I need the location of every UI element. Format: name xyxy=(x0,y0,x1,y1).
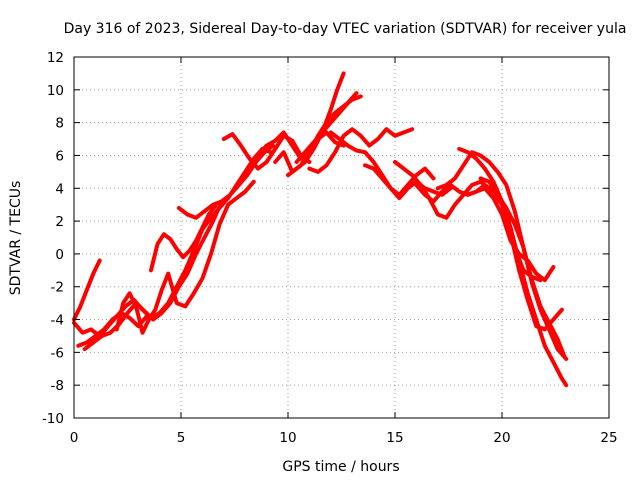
series-line-sat-t xyxy=(465,183,564,332)
y-tick-label: -10 xyxy=(42,411,64,427)
axis-ticks: 0 5 10 15 20 25 -10 -8 -6 -4 -2 0 2 4 6 8 10 12 xyxy=(42,50,618,446)
x-tick-label: 15 xyxy=(386,430,403,446)
series-line-sat-f xyxy=(149,204,218,273)
x-axis-label: GPS time / hours xyxy=(282,459,399,475)
series-line-sat-n xyxy=(328,130,436,197)
series-line-sat-r xyxy=(435,150,569,361)
y-tick-label: 0 xyxy=(55,247,64,263)
series-line-sat-h xyxy=(221,132,312,171)
y-tick-label: -8 xyxy=(51,378,64,394)
series-line-sat-o xyxy=(363,163,453,201)
y-tick-label: 12 xyxy=(47,50,64,66)
series-line-sat-c xyxy=(76,311,149,348)
x-tick-label: 0 xyxy=(70,430,79,446)
series-line-sat-m xyxy=(307,127,415,174)
y-tick-label: 4 xyxy=(55,181,64,197)
y-tick-label: -6 xyxy=(51,345,64,361)
plot-frame xyxy=(73,56,610,419)
y-axis-label: SDTVAR / TECUs xyxy=(8,181,24,296)
y-tick-label: 2 xyxy=(55,214,64,230)
y-tick-label: 10 xyxy=(47,83,64,99)
y-tick-label: 8 xyxy=(55,116,64,132)
series-line-sat-e xyxy=(114,179,256,335)
y-tick-label: -2 xyxy=(51,280,64,296)
data-series xyxy=(72,71,569,388)
chart-title: Day 316 of 2023, Sidereal Day-to-day VTE… xyxy=(64,21,627,37)
series-line-sat-u xyxy=(478,176,567,358)
series-line-sat-l xyxy=(294,91,359,164)
series-line-sat-b xyxy=(72,258,102,322)
series-line-sat-d xyxy=(82,199,224,352)
series-line-sat-k xyxy=(286,71,346,178)
x-tick-label: 5 xyxy=(177,430,186,446)
x-tick-label: 20 xyxy=(493,430,510,446)
y-tick-label: -4 xyxy=(51,313,64,329)
series-line-sat-g xyxy=(176,143,275,220)
x-tick-label: 25 xyxy=(600,430,617,446)
grid xyxy=(74,57,609,418)
series-line-sat-q xyxy=(414,183,556,283)
x-tick-label: 10 xyxy=(279,430,296,446)
y-tick-label: 6 xyxy=(55,148,64,164)
